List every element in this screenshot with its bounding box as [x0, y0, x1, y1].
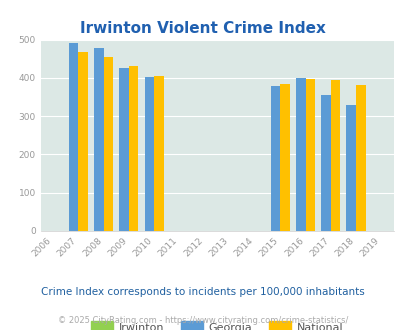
Text: Irwinton Violent Crime Index: Irwinton Violent Crime Index	[80, 21, 325, 36]
Bar	[270, 85, 279, 231]
Bar	[320, 95, 330, 231]
Text: © 2025 CityRating.com - https://www.cityrating.com/crime-statistics/: © 2025 CityRating.com - https://www.city…	[58, 316, 347, 325]
Bar	[154, 76, 163, 231]
Bar	[94, 48, 103, 231]
Bar	[295, 78, 305, 231]
Bar	[119, 68, 129, 231]
Bar	[144, 77, 154, 231]
Bar	[345, 105, 355, 231]
Bar	[330, 80, 339, 231]
Bar	[69, 43, 78, 231]
Bar	[305, 79, 314, 231]
Legend: Irwinton, Georgia, National: Irwinton, Georgia, National	[86, 317, 347, 330]
Bar	[78, 52, 88, 231]
Bar	[103, 57, 113, 231]
Text: Crime Index corresponds to incidents per 100,000 inhabitants: Crime Index corresponds to incidents per…	[41, 287, 364, 297]
Bar	[279, 84, 289, 231]
Bar	[355, 85, 364, 231]
Bar	[129, 66, 138, 231]
